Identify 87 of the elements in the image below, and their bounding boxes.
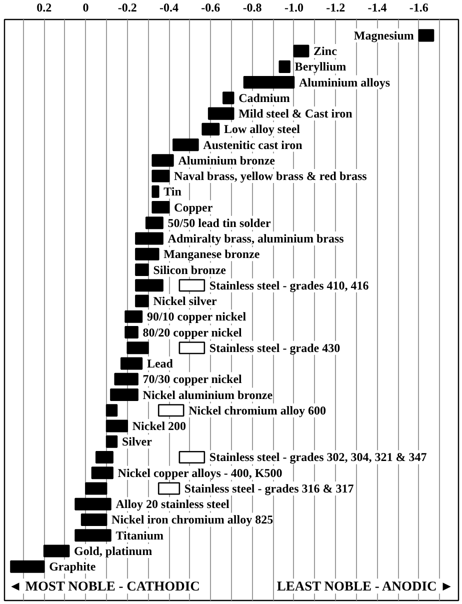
bar [43, 544, 70, 558]
bar [152, 185, 160, 198]
x-tick-label: -0.2 [118, 0, 137, 14]
x-tick-label: -1.0 [284, 0, 304, 14]
bar [178, 342, 206, 354]
y-tick-label: Nickel iron chromium alloy 825 [112, 512, 274, 527]
x-tick-label: -0.6 [201, 0, 220, 14]
bar [202, 122, 220, 136]
bar [95, 450, 114, 464]
bar [80, 513, 108, 526]
y-tick-label: Aluminium alloys [298, 75, 390, 90]
y-tick-label: Naval brass, yellow brass & red brass [174, 169, 368, 184]
bar [293, 44, 310, 58]
y-tick-label: Alloy 20 stainless steel [116, 497, 230, 512]
y-tick-label: Lead [146, 356, 174, 371]
bar [222, 92, 234, 104]
y-tick-label: Aluminium bronze [178, 153, 276, 168]
bar [126, 342, 149, 354]
bar [418, 29, 434, 42]
x-tick-label: 0.2 [36, 0, 52, 14]
bar [178, 279, 206, 292]
x-tick-label: -1.4 [368, 0, 387, 14]
bar [91, 466, 114, 480]
y-tick-label: 80/20 copper nickel [142, 325, 243, 340]
y-tick-label: Titanium [116, 528, 164, 542]
bar [172, 138, 199, 152]
bar [243, 76, 295, 89]
y-tick-label: 70/30 copper nickel [142, 372, 243, 386]
y-tick-label: Copper [174, 200, 214, 214]
y-tick-label: Zinc [314, 44, 338, 58]
bar [114, 372, 138, 386]
y-tick-label: Silicon bronze [153, 262, 227, 277]
bar [135, 248, 160, 260]
bar [106, 404, 118, 417]
bar [152, 170, 170, 182]
y-tick-label: Nickel copper alloys - 400, K500 [118, 466, 282, 480]
y-tick-label: Stainless steel - grades 316 & 317 [184, 481, 354, 496]
x-tick-label: -1.2 [326, 0, 346, 14]
bar [106, 420, 128, 432]
bar [10, 560, 45, 573]
bar [74, 498, 112, 510]
bar [106, 435, 118, 448]
bar [135, 264, 149, 276]
y-tick-label: Stainless steel - grades 302, 304, 321 & 347 [209, 450, 427, 464]
y-tick-label: Magnesium [354, 28, 414, 42]
bar [85, 482, 108, 495]
bar [278, 60, 290, 73]
bar [145, 216, 164, 230]
annotation: ◄ MOST NOBLE - CATHODIC [8, 578, 200, 594]
x-tick-label: -1.6 [409, 0, 428, 14]
bar [120, 357, 143, 370]
bar [158, 482, 180, 495]
y-tick-label: 90/10 copper nickel [146, 310, 247, 324]
y-tick-label: Austenitic cast iron [203, 138, 303, 152]
y-tick-label: 50/50 lead tin solder [168, 216, 272, 230]
y-tick-label: Nickel aluminium bronze [142, 388, 274, 402]
bar [135, 294, 149, 308]
y-tick-label: Gold, platinum [74, 544, 152, 558]
x-tick-label: 0 [82, 0, 89, 14]
y-tick-label: Nickel silver [153, 294, 218, 308]
bar [124, 310, 143, 323]
y-tick-label: Low alloy steel [224, 122, 301, 136]
y-tick-label: Cadmium [238, 90, 290, 105]
y-tick-label: Stainless steel - grades 410, 416 [209, 278, 369, 292]
y-tick-label: Nickel chromium alloy 600 [188, 403, 326, 418]
bar [152, 154, 174, 167]
y-tick-label: Nickel 200 [132, 418, 186, 433]
bar [158, 404, 184, 417]
bar [74, 529, 112, 542]
y-tick-label: Beryllium [294, 60, 346, 74]
y-tick-label: Stainless steel - grade 430 [209, 340, 340, 355]
y-tick-label: Tin [164, 184, 182, 199]
y-tick-label: Silver [122, 434, 153, 449]
bar [178, 450, 206, 464]
y-tick-label: Graphite [49, 560, 96, 574]
x-tick-label: -0.4 [160, 0, 179, 14]
y-tick-label: Manganese bronze [164, 247, 260, 262]
y-tick-label: Mild steel & Cast iron [238, 106, 353, 121]
annotation: LEAST NOBLE - ANODIC ► [276, 578, 454, 594]
bar [110, 388, 138, 402]
y-tick-label: Admiralty brass, aluminium brass [168, 232, 344, 246]
bar [135, 279, 164, 292]
bar [152, 201, 170, 214]
bar [208, 107, 234, 120]
x-tick-label: -0.8 [242, 0, 262, 14]
bar [135, 232, 164, 245]
bar [124, 326, 138, 339]
